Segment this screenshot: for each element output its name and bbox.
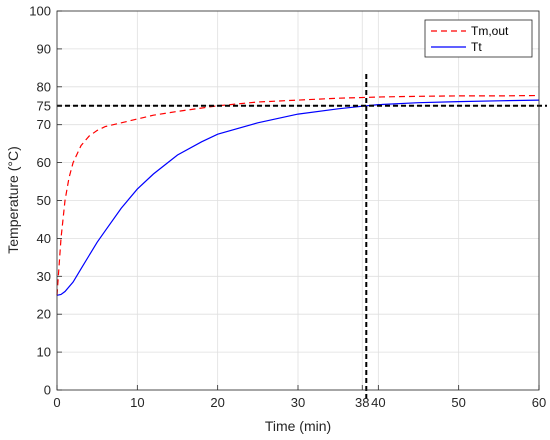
reference-lines xyxy=(57,74,547,400)
y-tick-label: 100 xyxy=(29,4,51,19)
x-tick-label: 60 xyxy=(532,395,546,410)
x-tick-label: 38 xyxy=(355,395,369,410)
y-tick-label: 50 xyxy=(37,193,51,208)
y-tick-label: 70 xyxy=(37,117,51,132)
legend-box xyxy=(424,19,533,58)
y-tick-label: 90 xyxy=(37,41,51,56)
y-tick-label: 10 xyxy=(37,345,51,360)
series-line-tm-out xyxy=(56,94,540,296)
y-tick-label: 30 xyxy=(37,269,51,284)
y-axis-label: Temperature (°C) xyxy=(5,146,21,254)
x-axis-label: Time (min) xyxy=(265,418,331,434)
y-tick-label: 75 xyxy=(37,98,51,113)
x-tick-label: 10 xyxy=(130,395,144,410)
x-tick-label: 20 xyxy=(210,395,224,410)
legend: Tm,out Tt xyxy=(424,19,533,58)
series-line-tt xyxy=(56,99,540,296)
y-tick-label: 80 xyxy=(37,79,51,94)
tick-marks xyxy=(56,10,540,391)
y-tick-label: 20 xyxy=(37,307,51,322)
x-tick-label: 0 xyxy=(53,395,60,410)
x-tick-label: 50 xyxy=(451,395,465,410)
x-tick-label: 30 xyxy=(291,395,305,410)
x-tick-label: 40 xyxy=(371,395,385,410)
y-tick-label: 40 xyxy=(37,231,51,246)
y-tick-label: 0 xyxy=(44,383,51,398)
y-tick-label: 60 xyxy=(37,155,51,170)
series-lines xyxy=(56,94,540,296)
legend-label-tt: Tt xyxy=(471,40,482,54)
legend-label-tm-out: Tm,out xyxy=(471,24,509,38)
